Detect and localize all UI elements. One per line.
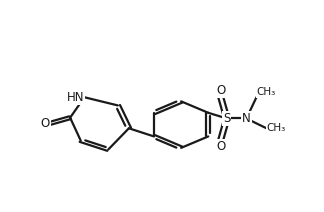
Text: O: O xyxy=(216,140,226,153)
Text: CH₃: CH₃ xyxy=(257,87,276,97)
Text: CH₃: CH₃ xyxy=(266,123,286,133)
Text: HN: HN xyxy=(67,91,85,104)
Text: O: O xyxy=(41,117,50,130)
Text: N: N xyxy=(242,112,251,125)
Text: O: O xyxy=(216,84,226,97)
Text: S: S xyxy=(223,112,230,125)
